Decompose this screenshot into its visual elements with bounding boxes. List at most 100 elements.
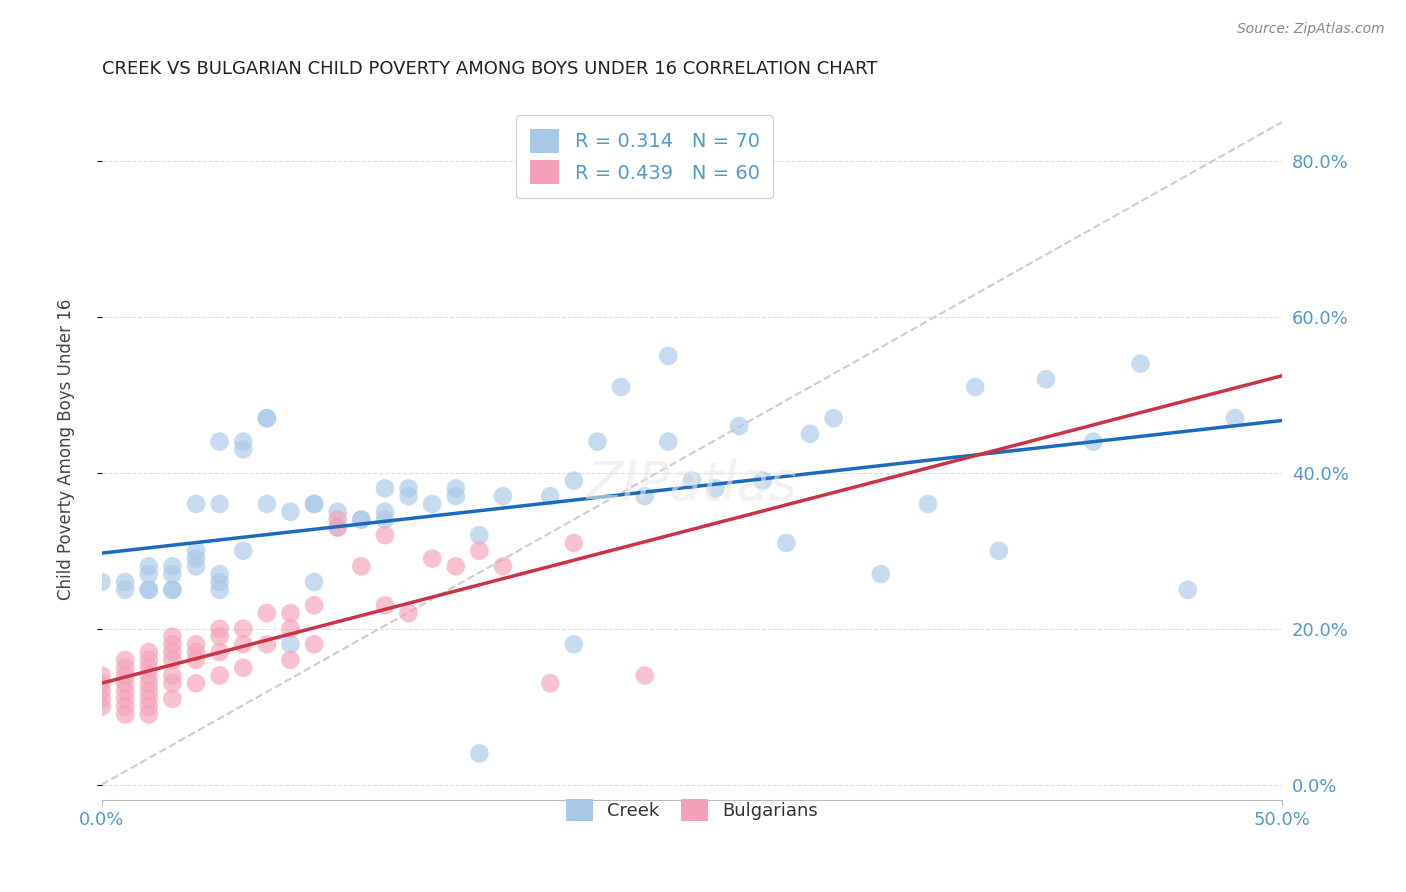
Point <box>374 505 396 519</box>
Point <box>468 528 491 542</box>
Point <box>634 668 657 682</box>
Point <box>208 497 231 511</box>
Text: ZIPatlas: ZIPatlas <box>586 458 797 510</box>
Point <box>681 474 703 488</box>
Point <box>208 622 231 636</box>
Point <box>162 691 184 706</box>
Point <box>90 699 112 714</box>
Point <box>114 676 136 690</box>
Point <box>468 543 491 558</box>
Point <box>256 411 278 425</box>
Point <box>162 582 184 597</box>
Point <box>232 434 254 449</box>
Point <box>162 567 184 582</box>
Point <box>799 426 821 441</box>
Point <box>280 606 302 620</box>
Point <box>138 661 160 675</box>
Point <box>138 684 160 698</box>
Point <box>208 434 231 449</box>
Point <box>374 599 396 613</box>
Point <box>492 489 515 503</box>
Point <box>917 497 939 511</box>
Point <box>208 630 231 644</box>
Point <box>374 528 396 542</box>
Text: CREEK VS BULGARIAN CHILD POVERTY AMONG BOYS UNDER 16 CORRELATION CHART: CREEK VS BULGARIAN CHILD POVERTY AMONG B… <box>101 60 877 78</box>
Point <box>374 512 396 526</box>
Point <box>208 574 231 589</box>
Text: Source: ZipAtlas.com: Source: ZipAtlas.com <box>1237 22 1385 37</box>
Point <box>586 434 609 449</box>
Point <box>138 691 160 706</box>
Point <box>657 349 679 363</box>
Point <box>634 489 657 503</box>
Point <box>184 559 207 574</box>
Point <box>114 684 136 698</box>
Point <box>138 653 160 667</box>
Point <box>280 505 302 519</box>
Point <box>280 622 302 636</box>
Point <box>162 637 184 651</box>
Point <box>114 661 136 675</box>
Point <box>256 411 278 425</box>
Point <box>398 489 420 503</box>
Point <box>302 497 325 511</box>
Point <box>256 637 278 651</box>
Legend: Creek, Bulgarians: Creek, Bulgarians <box>553 786 831 833</box>
Point <box>326 520 349 534</box>
Point <box>90 676 112 690</box>
Point <box>114 707 136 722</box>
Point <box>114 691 136 706</box>
Point <box>869 567 891 582</box>
Point <box>138 559 160 574</box>
Point <box>138 699 160 714</box>
Point <box>326 505 349 519</box>
Point <box>350 512 373 526</box>
Point <box>208 645 231 659</box>
Point <box>208 582 231 597</box>
Point <box>90 684 112 698</box>
Point <box>184 676 207 690</box>
Point <box>90 668 112 682</box>
Point <box>444 482 467 496</box>
Point <box>538 676 561 690</box>
Point <box>350 559 373 574</box>
Point <box>280 637 302 651</box>
Point <box>302 574 325 589</box>
Point <box>562 474 585 488</box>
Point <box>610 380 633 394</box>
Point <box>184 637 207 651</box>
Point <box>562 637 585 651</box>
Point <box>232 442 254 457</box>
Point <box>162 645 184 659</box>
Point <box>704 482 727 496</box>
Point <box>350 512 373 526</box>
Point <box>138 582 160 597</box>
Point <box>184 543 207 558</box>
Point <box>420 551 443 566</box>
Point <box>184 645 207 659</box>
Point <box>538 489 561 503</box>
Point <box>162 630 184 644</box>
Point <box>162 653 184 667</box>
Point <box>138 676 160 690</box>
Point <box>1177 582 1199 597</box>
Point <box>114 699 136 714</box>
Point <box>398 482 420 496</box>
Point <box>302 497 325 511</box>
Point <box>374 482 396 496</box>
Point <box>326 520 349 534</box>
Point <box>232 543 254 558</box>
Point <box>256 497 278 511</box>
Point <box>302 637 325 651</box>
Point <box>326 512 349 526</box>
Point <box>162 582 184 597</box>
Point <box>1223 411 1246 425</box>
Point <box>114 668 136 682</box>
Point <box>138 668 160 682</box>
Point <box>751 474 773 488</box>
Y-axis label: Child Poverty Among Boys Under 16: Child Poverty Among Boys Under 16 <box>58 299 75 600</box>
Point <box>728 419 751 434</box>
Point <box>138 645 160 659</box>
Point <box>184 551 207 566</box>
Point <box>90 574 112 589</box>
